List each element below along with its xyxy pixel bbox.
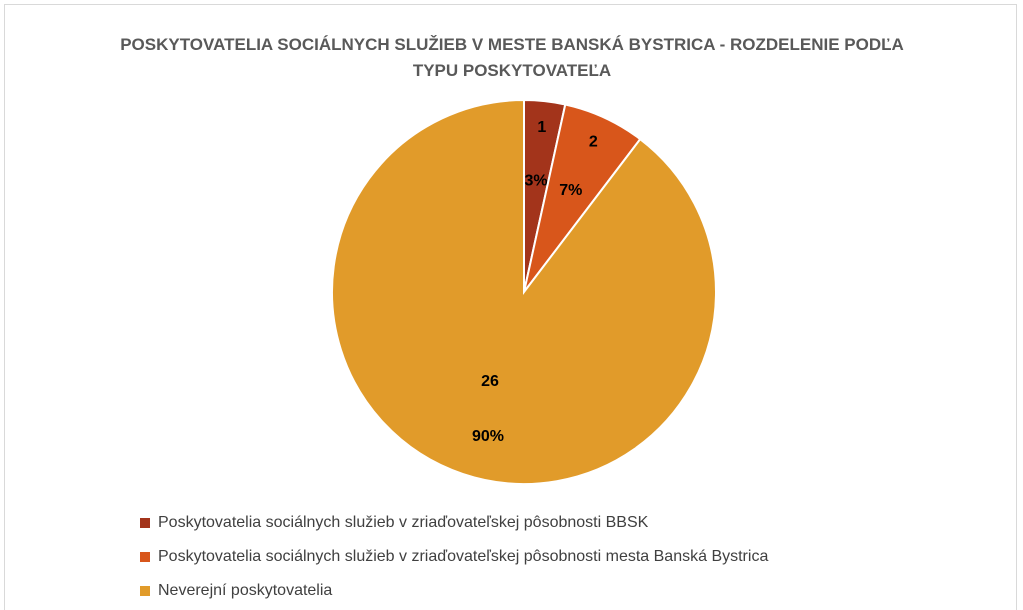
data-label: 26 (481, 373, 499, 390)
chart-title: POSKYTOVATELIA SOCIÁLNYCH SLUŽIEB V MEST… (120, 35, 904, 80)
data-label-percent: 3% (524, 173, 547, 190)
legend-swatch (140, 586, 150, 596)
pie-slice (331, 98, 717, 485)
legend-swatch (140, 518, 150, 528)
legend-label: Neverejní poskytovatelia (158, 582, 332, 599)
data-label-percent: 7% (559, 182, 582, 199)
legend-label: Poskytovatelia sociálnych služieb v zria… (158, 548, 768, 565)
data-label: 1 (537, 119, 546, 136)
data-label-percent: 90% (472, 428, 504, 445)
chart-frame (4, 4, 1017, 610)
data-label: 2 (589, 133, 598, 150)
legend-swatch (140, 552, 150, 562)
legend-label: Poskytovatelia sociálnych služieb v zria… (158, 514, 649, 531)
